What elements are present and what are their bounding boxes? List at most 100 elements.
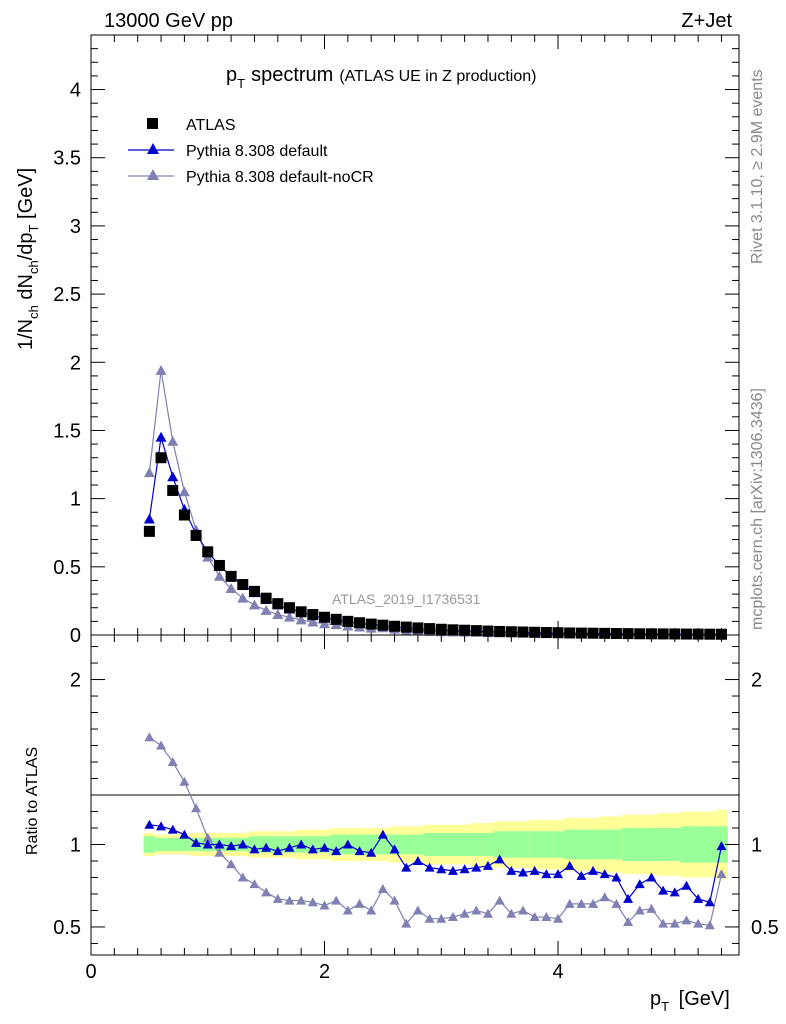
ratio-point-nocr [704,920,715,930]
ratio-point-default [681,880,692,890]
point-atlas [517,626,529,638]
band-inner-bin [400,834,413,855]
ratio-point-nocr [576,898,587,908]
ratio-point-default [576,870,587,880]
x-tick-label: 2 [319,961,330,983]
process-label: Z+Jet [681,10,732,32]
title-word: spectrum [251,64,333,86]
ratio-point-default [249,844,260,854]
point-nocr [307,616,319,627]
ratio-point-nocr [412,905,423,915]
ratio-point-nocr [424,913,435,923]
band-inner-bin [271,836,285,853]
analysis-id: ATLAS_2019_I1736531 [332,591,481,607]
point-atlas [365,618,377,630]
point-atlas [587,627,599,639]
ratio-point-default [167,824,178,834]
ratio-point-default [518,867,528,877]
band-inner-bin [365,834,378,855]
ratio-y-tick-label-left: 0.5 [53,917,81,939]
point-atlas [715,628,727,640]
main-y-tick-label: 3 [70,216,81,238]
point-atlas [669,628,681,640]
ratio-point-default [459,864,470,874]
ratio-point-default [156,821,167,831]
ratio-y-tick-labels: 0.5 0.5 1 1 2 2 [53,670,779,939]
point-atlas [564,627,576,639]
ratio-point-default [588,865,599,875]
ratio-point-nocr [482,908,493,918]
ratio-point-nocr [261,887,272,897]
ratio-point-nocr [272,893,283,903]
legend-marker-default [147,143,159,154]
ratio-frame [90,634,740,956]
ratio-point-default [424,862,435,872]
title-subscript: T [237,76,245,91]
band-inner-bin [668,827,682,861]
point-nocr [260,604,272,615]
point-atlas [552,627,564,639]
ratio-point-nocr [296,895,307,905]
x-tick-label: 4 [552,961,563,983]
ratio-axis-ticks [90,635,739,955]
legend-label-nocr: Pythia 8.308 default-noCR [186,169,374,186]
band-inner-bin [458,832,471,857]
ratio-point-nocr [436,913,447,923]
legend-marker-atlas [147,118,158,129]
ratio-point-nocr [588,898,599,908]
point-atlas [447,624,459,636]
band-inner-bin [587,829,600,860]
legend: ATLAS Pythia 8.308 default Pythia 8.308 … [128,117,374,186]
point-atlas [435,623,447,635]
ratio-point-default [704,897,715,907]
point-atlas [295,606,307,618]
main-y-tick-label: 0.5 [53,557,81,579]
title-symbol: p [226,64,237,86]
point-nocr [319,618,331,629]
point-atlas [319,611,331,623]
ratio-point-nocr [669,918,680,928]
ratio-point-nocr [366,905,377,915]
point-nocr [248,599,260,610]
ratio-point-default [144,819,155,829]
band-inner-bin [657,827,670,861]
band-inner-bin [540,831,553,858]
point-default [155,431,167,442]
ratio-point-default [482,860,493,870]
band-inner-bin [528,831,542,858]
ratio-point-nocr [681,915,692,925]
energy-label: 13000 GeV pp [104,10,233,32]
ratio-point-nocr [553,913,564,923]
ratio-point-default [179,829,190,839]
ratio-point-default [564,860,575,870]
point-atlas [330,613,342,625]
band-inner-bin [423,832,436,857]
ratio-point-default [366,847,377,857]
ratio-point-default [611,872,622,882]
point-atlas [225,570,237,582]
point-atlas [599,627,611,639]
point-nocr [155,364,167,375]
main-y-tick-labels: 0 0.5 1 1.5 2 2.5 3 3.5 4 [53,80,81,647]
ratio-point-default [214,839,225,849]
ratio-point-nocr [599,892,610,902]
point-atlas [680,628,692,640]
main-y-axis-label: 1/Nch dNch/dpT [GeV] [15,168,41,350]
ratio-point-nocr [377,884,388,894]
ratio-point-default [377,829,388,839]
point-atlas [610,628,622,639]
point-atlas [657,628,669,640]
ratio-y-tick-label-left: 2 [70,670,81,692]
point-default [143,513,155,524]
ratio-point-default [646,872,657,882]
x-tick-labels: 0 2 4 [85,961,563,983]
point-atlas [634,628,646,640]
ratio-series [144,732,727,930]
point-atlas [470,625,482,637]
point-nocr [237,592,249,603]
band-inner-bin [470,832,483,857]
point-atlas [354,617,366,629]
band-inner-bin [563,829,577,860]
ratio-point-default [716,841,727,851]
ratio-point-default [494,854,505,864]
